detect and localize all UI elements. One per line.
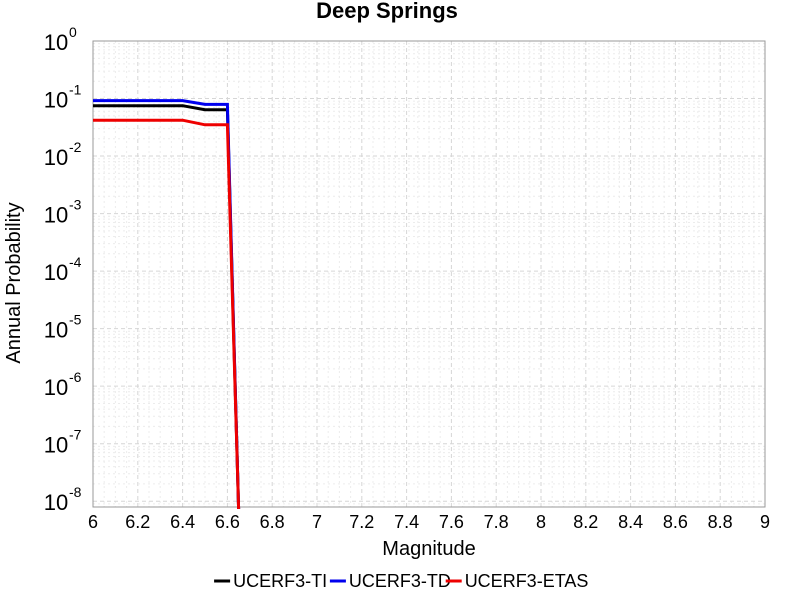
y-tick-exponent: -2 [69,139,82,155]
legend-label: UCERF3-TI [233,571,327,591]
legend-item: UCERF3-ETAS [445,571,589,591]
legend-item: UCERF3-TD [329,571,451,591]
plot-frame [92,40,766,508]
x-tick-label: 9 [760,512,770,532]
x-tick-label: 7.4 [394,512,419,532]
y-tick-base: 10 [44,490,68,515]
y-tick-label: 10 -2 [44,139,82,170]
series-line-ucerf3-ti [93,104,241,510]
x-tick-label: 6.8 [260,512,285,532]
y-tick-base: 10 [44,375,68,400]
series-layer [93,99,241,510]
x-tick-label: 8 [536,512,546,532]
y-tick-label: 10 -3 [44,197,82,228]
x-tick-label: 8.2 [573,512,598,532]
x-tick-label: 7 [312,512,322,532]
y-tick-label: 10 -8 [44,484,82,515]
x-tick-label: 6.2 [125,512,150,532]
y-tick-label: 10 0 [44,24,77,55]
y-tick-exponent: -8 [69,484,82,500]
x-tick-label: 8.8 [708,512,733,532]
x-tick-label: 6.4 [170,512,195,532]
y-tick-label: 10 -1 [44,82,82,113]
y-tick-exponent: -5 [69,312,82,328]
legend-label: UCERF3-ETAS [465,571,589,591]
legend-item: UCERF3-TI [214,571,327,591]
y-tick-exponent: -6 [69,369,82,385]
y-tick-exponent: -7 [69,427,82,443]
y-tick-base: 10 [44,433,68,458]
x-tick-label: 8.4 [618,512,643,532]
x-axis-label: Magnitude [382,538,475,560]
x-tick-label: 7.6 [439,512,464,532]
chart-title: Deep Springs [316,0,458,23]
y-tick-label: 10 -6 [44,369,82,400]
y-tick-exponent: -1 [69,82,82,98]
y-tick-label: 10 -5 [44,312,82,343]
y-tick-base: 10 [44,260,68,285]
grid [92,41,766,508]
x-tick-label: 7.2 [349,512,374,532]
y-tick-base: 10 [44,318,68,343]
series-line-ucerf3-etas [93,118,241,510]
y-tick-label: 10 -4 [44,254,82,285]
y-tick-exponent: -3 [69,197,82,213]
legend: UCERF3-TI UCERF3-TD UCERF3-ETAS [214,571,588,591]
y-axis-label: Annual Probability [3,202,25,363]
y-tick-base: 10 [44,88,68,113]
y-tick-exponent: -4 [69,254,82,270]
y-tick-base: 10 [44,30,68,55]
x-tick-label: 8.6 [663,512,688,532]
x-tick-labels: 6 6.2 6.4 6.6 6.8 7 7.2 7.4 7.6 7.8 8 8.2 8.4 8.6 8.8 9 [88,512,770,532]
x-tick-label: 6 [88,512,98,532]
x-tick-label: 6.6 [215,512,240,532]
y-tick-exponent: 0 [69,24,77,40]
x-tick-label: 7.8 [484,512,509,532]
y-tick-base: 10 [44,145,68,170]
y-tick-label: 10 -7 [44,427,82,458]
y-tick-base: 10 [44,203,68,228]
legend-label: UCERF3-TD [349,571,451,591]
